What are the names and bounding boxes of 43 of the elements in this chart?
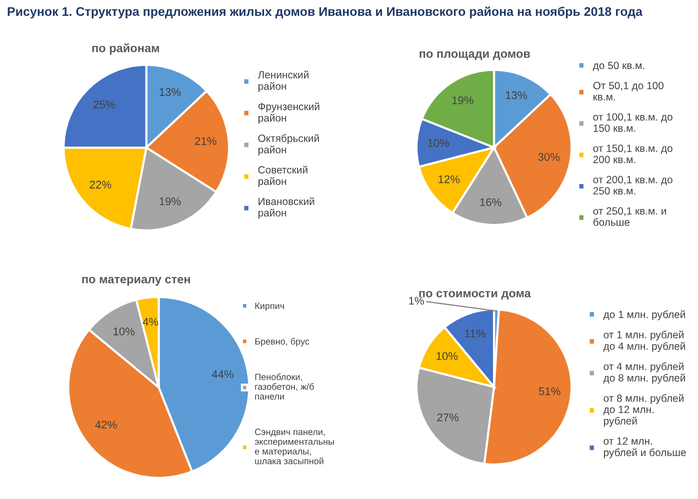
legend-label: от 4 млн. рублей до 8 млн. рублей: [603, 362, 685, 384]
legend-label: от 250,1 кв.м. и больше: [593, 207, 666, 226]
data-label: 21%: [195, 137, 216, 145]
legend-label: до 1 млн. рублей: [603, 310, 685, 320]
data-label: 1%: [409, 296, 424, 305]
legend-label: до 50 кв.м.: [592, 62, 644, 72]
data-label: 10%: [436, 352, 458, 360]
data-label: 25%: [94, 100, 115, 108]
legend-label: Сэндвич панели, экспериментальны е материалы, шлака засыпной: [254, 428, 334, 464]
data-label: 16%: [480, 198, 502, 206]
data-label: 51%: [538, 387, 560, 396]
legend-label: от 150,1 кв.м. до 200 кв.м.: [593, 144, 672, 164]
legend-label: Фрунзенский район: [258, 102, 320, 124]
data-label: 19%: [452, 96, 474, 104]
legend-label: Октябрьский район: [258, 134, 319, 156]
text: Рисунок 1. Структура предложения жилых домов Иванова и Ивановского района на ноябрь 2018 года: [8, 6, 643, 18]
legend-label: От 50,1 до 100 кв.м.: [593, 82, 664, 100]
data-label: 44%: [212, 370, 234, 378]
data-label: 11%: [465, 330, 486, 338]
data-label: 12%: [438, 175, 460, 184]
data-label: 10%: [428, 139, 450, 147]
data-label: 10%: [114, 328, 135, 336]
data-label: 13%: [506, 91, 527, 100]
legend-label: Пеноблоки, газобетон, ж/б панели: [255, 373, 314, 400]
legend-label: Кирпич: [255, 302, 284, 311]
legend-label: от 100,1 кв.м. до 150 кв.м.: [593, 113, 672, 132]
data-label: 22%: [90, 180, 112, 189]
data-label: 27%: [437, 413, 459, 422]
data-label: 13%: [160, 88, 181, 96]
chart-title: по площади домов: [420, 51, 530, 60]
legend-label: от 8 млн. рублей до 12 млн. рублей: [603, 394, 684, 427]
legend-label: от 12 млн. рублей и больше: [604, 437, 686, 458]
legend-label: от 1 млн. рублей до 4 млн. рублей: [603, 330, 685, 352]
data-label: 42%: [95, 420, 117, 429]
chart-title: по районам: [92, 43, 159, 55]
legend-label: от 200,1 кв.м. до 250 кв.м.: [593, 176, 672, 195]
legend-label: Советский район: [258, 166, 308, 188]
data-label: 19%: [160, 197, 181, 206]
legend-label: Ивановский район: [258, 197, 314, 219]
chart-title: по материалу стен: [82, 276, 190, 286]
legend-label: Ленинский район: [258, 70, 308, 92]
legend-label: Бревно, брус: [255, 338, 310, 346]
data-label: 30%: [538, 153, 560, 161]
